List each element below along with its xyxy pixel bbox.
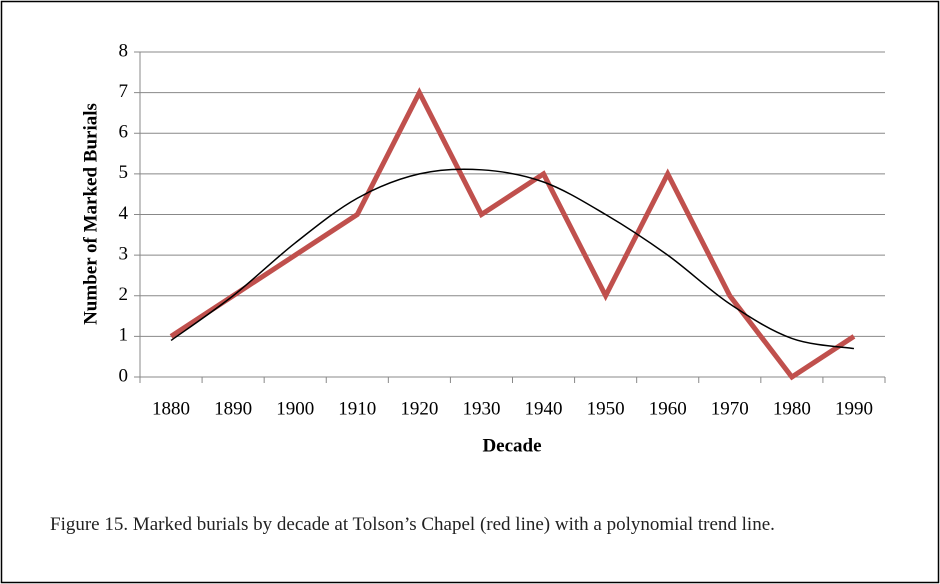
y-tick-label: 2	[119, 284, 129, 305]
x-tick-label: 1900	[276, 398, 314, 419]
x-axis-title: Decade	[482, 435, 541, 456]
x-tick-label: 1920	[400, 398, 438, 419]
x-tick-label: 1990	[835, 398, 873, 419]
y-tick-label: 1	[119, 325, 129, 346]
y-tick-label: 6	[119, 122, 129, 143]
y-tick-label: 4	[119, 203, 129, 224]
trend-line	[170, 168, 855, 350]
x-tick-label: 1890	[214, 398, 252, 419]
x-tick-label: 1980	[773, 398, 811, 419]
y-axis-title: Number of Marked Burials	[80, 103, 101, 325]
y-tick-label: 0	[119, 365, 129, 386]
x-tick-label: 1930	[462, 398, 500, 419]
x-tick-label: 1950	[587, 398, 625, 419]
x-tick-label: 1880	[152, 398, 190, 419]
y-tick-label: 3	[119, 243, 129, 264]
x-tick-label: 1940	[525, 398, 563, 419]
y-tick-label: 7	[119, 81, 129, 102]
x-tick-label: 1910	[338, 398, 376, 419]
y-tick-label: 5	[119, 162, 129, 183]
y-tick-label: 8	[119, 40, 129, 61]
data-line	[169, 87, 856, 381]
caption: Figure 15. Marked burials by decade at T…	[50, 514, 775, 535]
x-tick-label: 1970	[711, 398, 749, 419]
x-tick-label: 1960	[649, 398, 687, 419]
